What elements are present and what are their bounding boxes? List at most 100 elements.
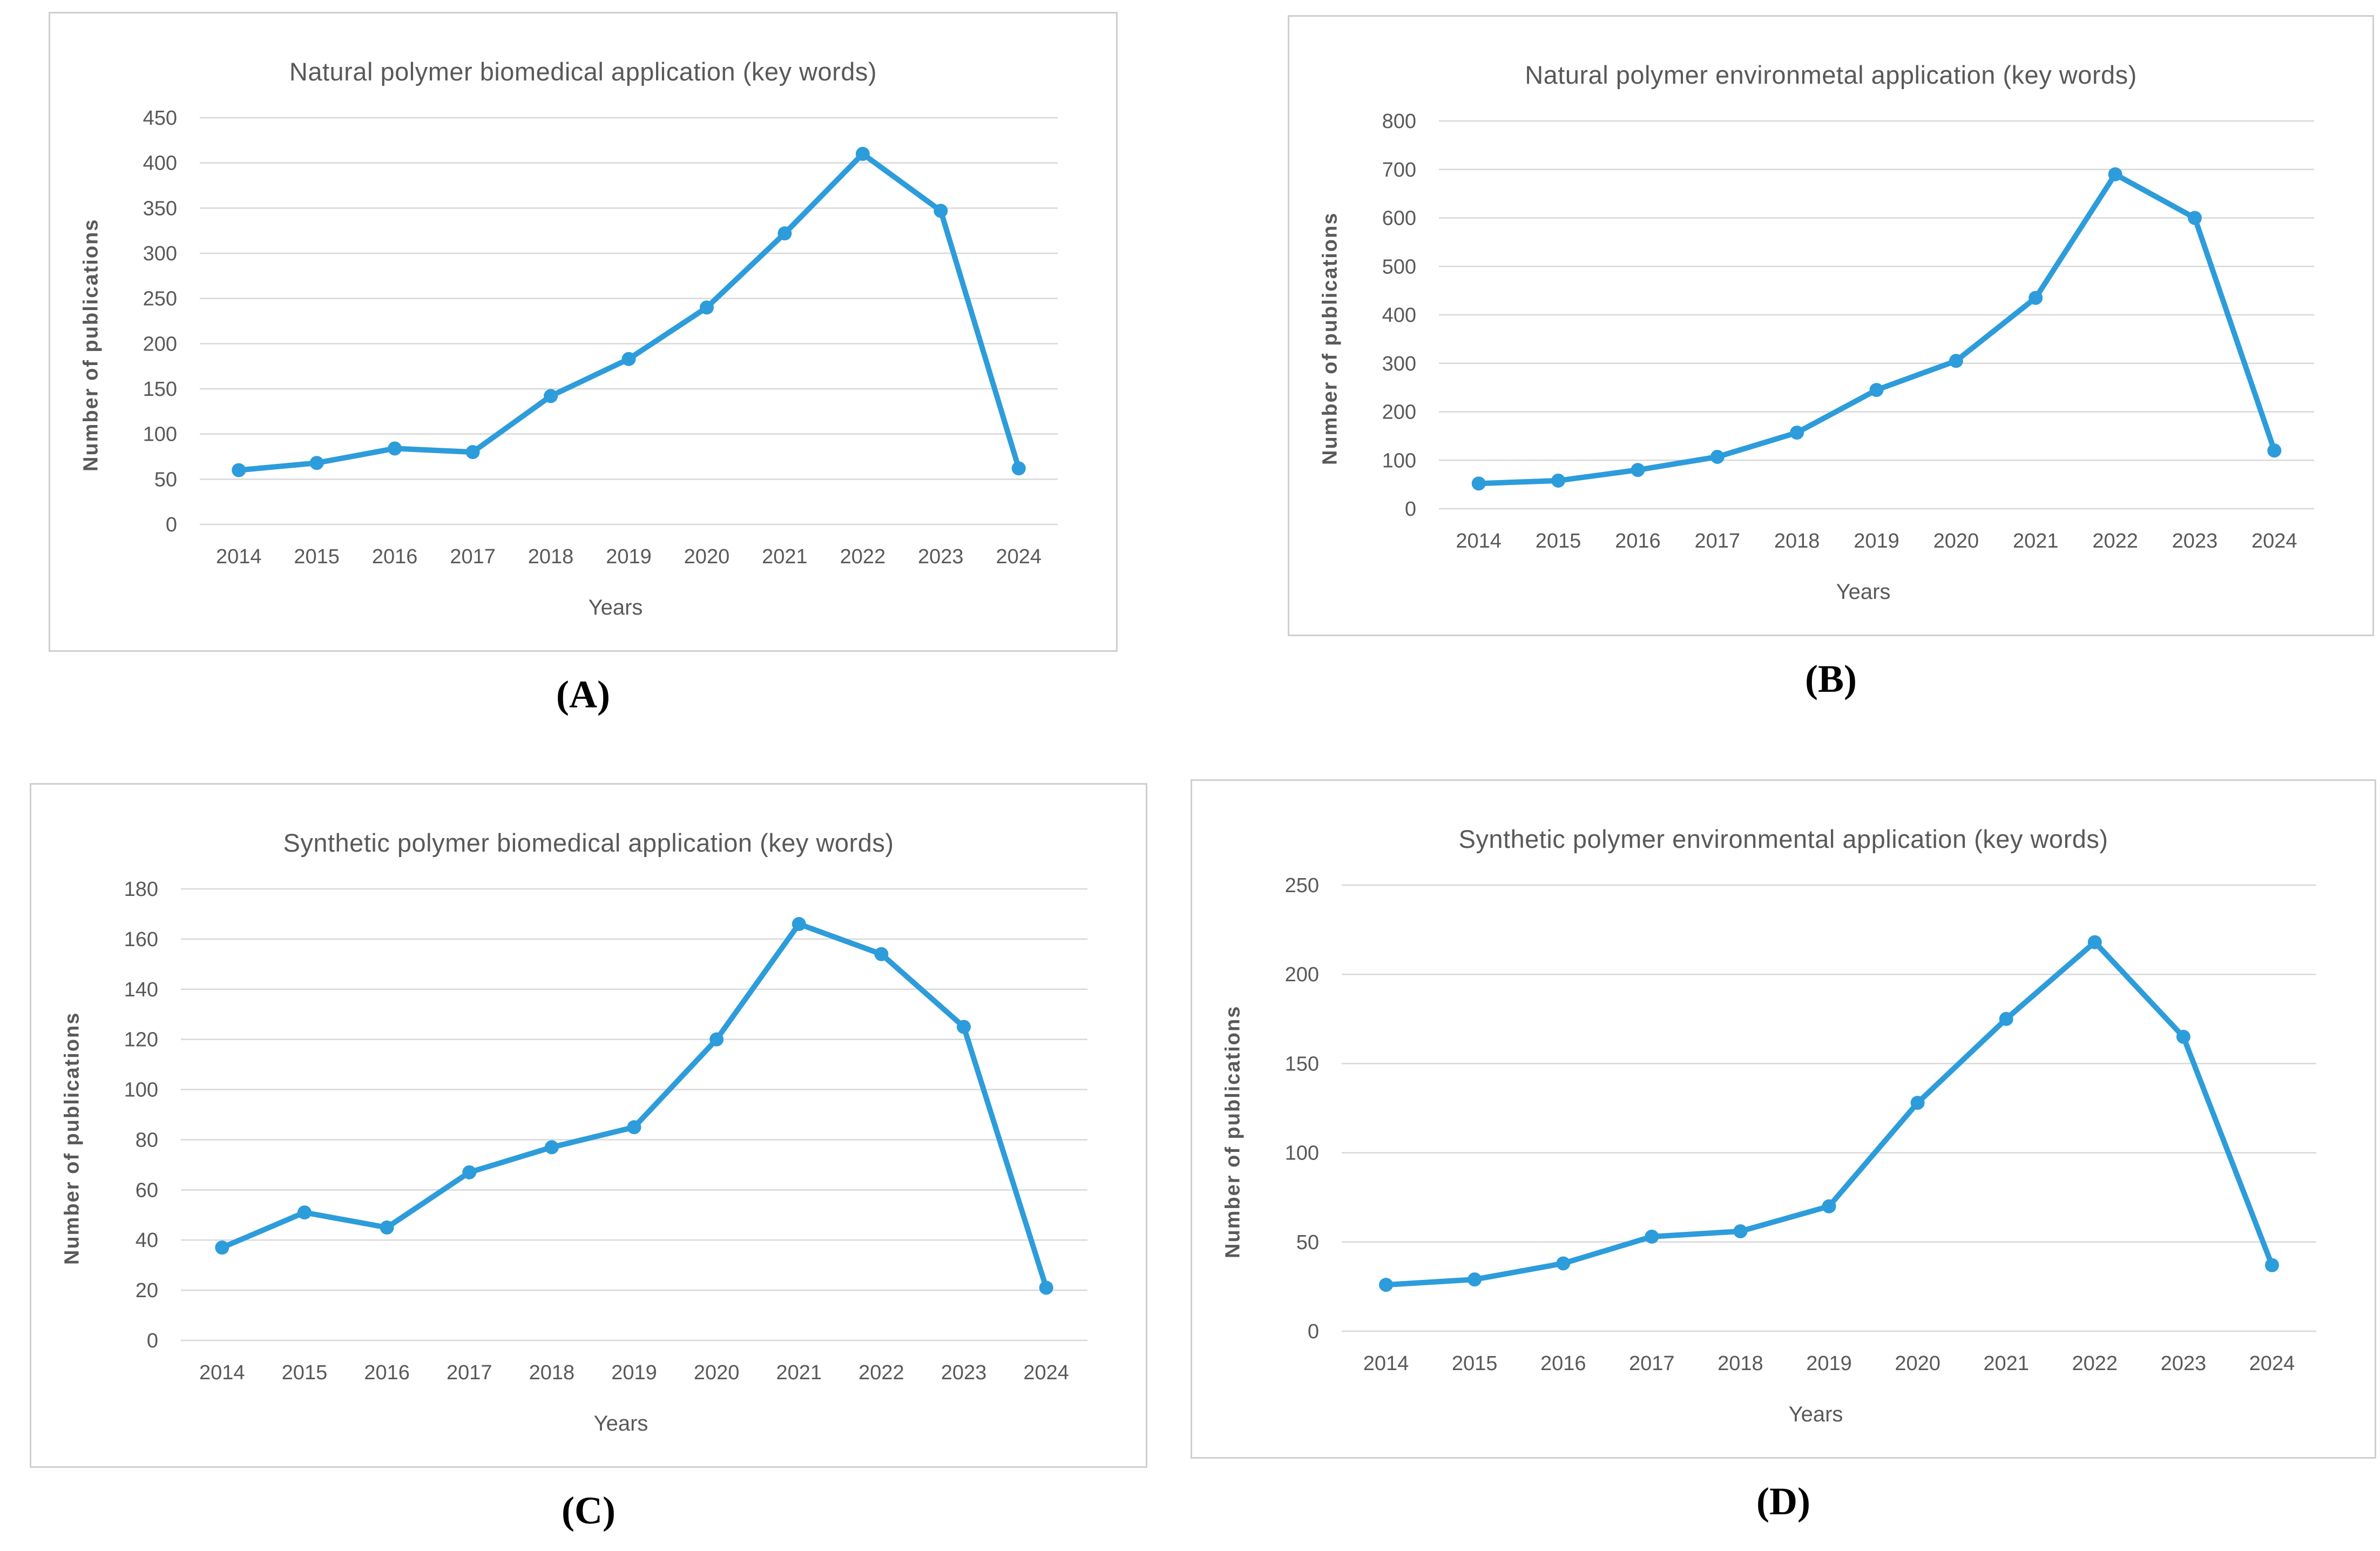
data-point — [465, 445, 480, 460]
data-point — [1822, 1199, 1836, 1213]
data-point — [544, 1140, 559, 1155]
data-point — [2267, 443, 2282, 458]
chart-d-plot-region: Number of publications 0 50 100 150 200 250 20… — [1208, 869, 2358, 1395]
x-tick-label: 2015 — [1452, 1352, 1498, 1375]
y-tick-label: 0 — [1308, 1320, 1319, 1343]
y-tick-label: 600 — [1382, 207, 1416, 230]
data-point — [792, 917, 806, 932]
y-tick-label: 20 — [136, 1279, 158, 1302]
x-tick-label: 2024 — [1023, 1361, 1069, 1384]
chart-a-caption: (A) — [556, 673, 610, 716]
x-tick-label: 2019 — [1854, 530, 1899, 552]
data-point — [1949, 354, 1963, 368]
data-point — [1379, 1278, 1394, 1292]
data-point — [1790, 426, 1804, 440]
data-point — [2108, 167, 2122, 181]
y-tick-label: 450 — [143, 107, 177, 130]
x-tick-label: 2017 — [447, 1361, 492, 1384]
data-point — [2029, 291, 2043, 305]
x-tick-label: 2024 — [2249, 1352, 2295, 1375]
x-tick-label: 2021 — [2013, 530, 2059, 552]
chart-b-y-axis-title: Number of publications — [1319, 212, 1342, 466]
x-tick-label: 2018 — [1718, 1352, 1763, 1375]
data-line — [219, 921, 1049, 1291]
x-tick-label: 2014 — [199, 1361, 245, 1384]
y-tick-label: 800 — [1382, 110, 1416, 133]
chart-d-x-axis-title: Years — [1788, 1402, 1843, 1426]
data-point — [1556, 1256, 1571, 1271]
chart-a-box: Natural polymer biomedical application (… — [49, 12, 1118, 652]
x-tick-label: 2023 — [941, 1361, 987, 1384]
data-point — [957, 1020, 971, 1034]
x-tick-label: 2015 — [282, 1361, 328, 1384]
x-tick-label: 2016 — [1540, 1352, 1586, 1375]
data-point — [1710, 449, 1725, 464]
x-tick-label: 2024 — [2251, 530, 2297, 552]
data-point — [627, 1120, 641, 1135]
y-tick-label: 0 — [1405, 498, 1416, 521]
data-point — [462, 1165, 477, 1179]
x-tick-label: 2023 — [2161, 1352, 2207, 1375]
data-point — [709, 1032, 724, 1047]
y-tick-label: 180 — [124, 878, 158, 901]
chart-panel-b: Natural polymer environmetal application… — [1288, 15, 2374, 702]
x-tick-label: 2022 — [2072, 1352, 2118, 1375]
data-point — [232, 463, 246, 477]
x-tick-label: 2022 — [840, 545, 886, 568]
y-tick-label: 160 — [124, 928, 158, 951]
y-tick-label: 40 — [136, 1229, 158, 1252]
y-tick-label: 50 — [1296, 1231, 1319, 1254]
chart-d-y-axis-title: Number of publications — [1221, 1005, 1245, 1259]
data-point — [1999, 1011, 2013, 1026]
y-tick-label: 250 — [1285, 874, 1319, 897]
data-point — [1468, 1272, 1482, 1287]
data-point — [1551, 473, 1566, 488]
x-tick-label: 2015 — [294, 545, 340, 568]
data-point — [874, 947, 889, 961]
y-tick-label: 200 — [1382, 401, 1416, 424]
x-tick-label: 2022 — [2092, 530, 2138, 552]
y-tick-label: 80 — [136, 1129, 158, 1151]
data-line — [1476, 171, 2277, 487]
chart-c-title: Synthetic polymer biomedical application… — [283, 828, 894, 857]
x-tick-label: 2017 — [1629, 1352, 1675, 1375]
chart-d-line-plot: 0 50 100 150 200 250 2014 2015 2016 2017 2018 2019 2… — [1285, 874, 2316, 1375]
chart-panel-d: Synthetic polymer environmental applicat… — [1191, 779, 2376, 1524]
x-tick-label: 2022 — [858, 1361, 904, 1384]
data-point — [544, 389, 558, 403]
data-point — [1910, 1096, 1925, 1110]
data-point — [1733, 1224, 1748, 1238]
data-line — [236, 151, 1022, 473]
data-point — [380, 1220, 394, 1235]
x-tick-label: 2019 — [606, 545, 652, 568]
data-point — [1869, 383, 1884, 397]
y-tick-label: 50 — [154, 468, 177, 491]
y-tick-label: 60 — [136, 1179, 158, 1202]
x-tick-label: 2017 — [450, 545, 496, 568]
chart-a-title: Natural polymer biomedical application (… — [289, 57, 877, 86]
data-point — [2087, 935, 2102, 949]
x-tick-label: 2023 — [2172, 530, 2218, 552]
data-point — [777, 226, 792, 241]
y-tick-label: 0 — [166, 514, 177, 536]
chart-c-caption: (C) — [562, 1489, 616, 1532]
y-tick-label: 300 — [143, 242, 177, 265]
y-tick-label: 120 — [124, 1029, 158, 1051]
x-tick-label: 2018 — [528, 545, 574, 568]
y-tick-label: 300 — [1382, 353, 1416, 375]
x-tick-label: 2021 — [1983, 1352, 2029, 1375]
x-tick-label: 2024 — [996, 545, 1042, 568]
chart-b-x-axis-title: Years — [1836, 580, 1891, 604]
data-point — [309, 456, 324, 470]
chart-d-title: Synthetic polymer environmental applicat… — [1458, 825, 2108, 853]
chart-a-line-plot: 0 50 100 150 200 250 300 350 400 450 2014 2015 2016 2… — [143, 107, 1058, 568]
y-tick-label: 100 — [124, 1079, 158, 1102]
chart-d-box: Synthetic polymer environmental applicat… — [1191, 779, 2376, 1459]
x-tick-label: 2023 — [918, 545, 964, 568]
y-tick-label: 200 — [1285, 963, 1319, 986]
chart-panel-c: Synthetic polymer biomedical application… — [30, 783, 1147, 1533]
chart-a-plot-region: Number of publications 0 50 100 150 200 250 30… — [66, 102, 1100, 588]
chart-b-line-plot: 0 100 200 300 400 500 600 700 800 2014 2015 2016 201… — [1382, 110, 2314, 552]
chart-b-plot-region: Number of publications 0 100 200 300 400 500 6… — [1306, 105, 2356, 572]
